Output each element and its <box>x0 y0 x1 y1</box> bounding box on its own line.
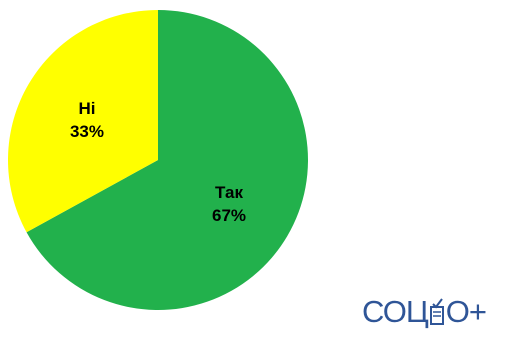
pie-slice-0 <box>26 10 309 310</box>
ballot-check-icon <box>429 298 444 325</box>
pie-labels: Так 67% Ні 33% <box>70 99 246 225</box>
pie-slices <box>8 10 309 310</box>
slice-value-label-0: 67% <box>212 206 246 225</box>
slice-value-label-1: 33% <box>70 122 104 141</box>
pie-slice-1 <box>8 10 159 233</box>
logo-text-left: СОЦ <box>362 294 429 329</box>
slice-label-0: Так <box>215 183 243 202</box>
slice-label-1: Ні <box>78 99 95 118</box>
logo-text-right: О+ <box>445 294 487 329</box>
socis-logo: СОЦ О+ <box>362 292 487 332</box>
